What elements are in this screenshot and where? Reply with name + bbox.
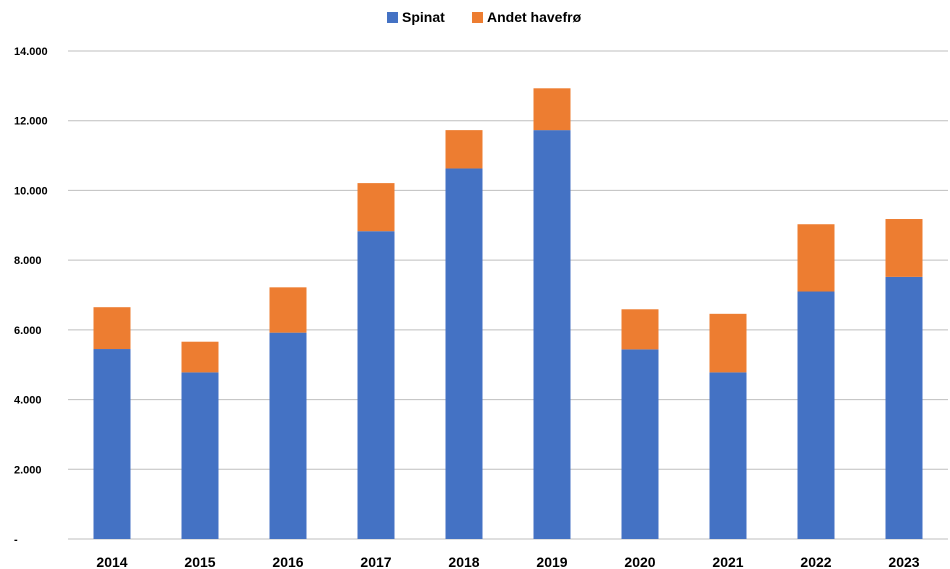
y-tick-label: 2.000: [14, 464, 42, 476]
y-tick-label: -: [14, 534, 18, 546]
bar-spinat: [269, 332, 307, 539]
y-tick-label: 10.000: [14, 185, 48, 197]
bar-spinat: [533, 130, 571, 539]
bar-andet-havefro: [181, 341, 219, 373]
legend-label: Spinat: [402, 9, 445, 25]
x-tick-label: 2017: [360, 554, 391, 569]
bars: [93, 88, 923, 539]
y-axis-ticks: - 2.000 4.000 6.000 8.000 10.000 12.000 14.000: [14, 46, 48, 546]
bar-andet-havefro: [93, 307, 131, 350]
bar-andet-havefro: [533, 88, 571, 131]
y-tick-label: 14.000: [14, 46, 48, 58]
bar-andet-havefro: [885, 219, 923, 277]
bar-andet-havefro: [709, 313, 747, 373]
bar-spinat: [885, 276, 923, 539]
x-tick-label: 2020: [624, 554, 655, 569]
bar-spinat: [357, 231, 395, 539]
bar-spinat: [621, 349, 659, 539]
bar-andet-havefro: [621, 309, 659, 350]
bar-andet-havefro: [269, 287, 307, 333]
bar-spinat: [181, 372, 219, 539]
bar-andet-havefro: [445, 130, 483, 169]
y-tick-label: 4.000: [14, 395, 42, 407]
x-tick-label: 2022: [800, 554, 831, 569]
legend-swatch: [472, 12, 483, 23]
bar-andet-havefro: [357, 183, 395, 232]
x-axis-ticks: 2014 2015 2016 2017 2018 2019 2020 2021 2022 2023: [96, 554, 919, 569]
x-tick-label: 2019: [536, 554, 567, 569]
legend-swatch: [387, 12, 398, 23]
x-tick-label: 2023: [888, 554, 919, 569]
y-tick-label: 6.000: [14, 325, 42, 337]
x-tick-label: 2014: [96, 554, 127, 569]
bar-spinat: [93, 349, 131, 539]
bar-spinat: [709, 372, 747, 539]
x-tick-label: 2015: [184, 554, 215, 569]
legend: Spinat Andet havefrø: [387, 9, 582, 25]
x-tick-label: 2016: [272, 554, 303, 569]
y-tick-label: 8.000: [14, 255, 42, 267]
bar-spinat: [445, 168, 483, 539]
x-tick-label: 2018: [448, 554, 479, 569]
x-tick-label: 2021: [712, 554, 743, 569]
bar-spinat: [797, 291, 835, 539]
legend-label: Andet havefrø: [487, 9, 582, 25]
bar-andet-havefro: [797, 224, 835, 292]
y-tick-label: 12.000: [14, 116, 48, 128]
